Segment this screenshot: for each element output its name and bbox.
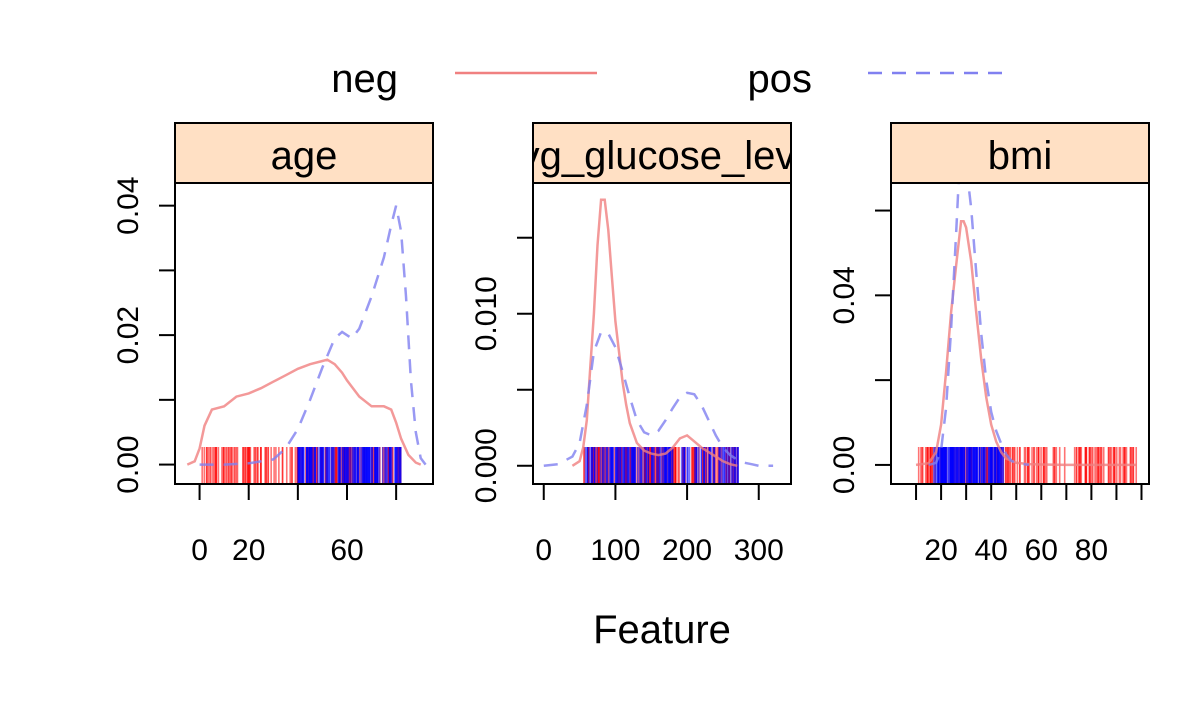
x-axis-bmi: 20 40 60 80: [915, 484, 1143, 567]
x-axis-label: Feature: [593, 608, 731, 652]
panel-frame: [174, 182, 434, 485]
panel-frame: [532, 182, 792, 485]
y-axis-bmi: 0.00 0.04: [828, 209, 891, 494]
panel-age: age 0 20 60 0.00 0.02 0.04: [112, 122, 434, 567]
x-axis-avg-glucose-level: 0 100 200 300: [535, 484, 784, 567]
density-line-pos: [199, 205, 427, 466]
x-tick-label: 20: [924, 534, 957, 567]
x-tick-label: 60: [330, 534, 363, 567]
strip-label-age: age: [271, 134, 338, 178]
density-line-pos: [543, 330, 774, 468]
x-tick-label: 80: [1075, 534, 1108, 567]
legend: neg pos: [331, 57, 1010, 101]
x-tick-label: 20: [232, 534, 265, 567]
legend-label-neg: neg: [331, 57, 398, 101]
plot-area-bmi: [915, 183, 1138, 484]
x-tick-label: 0: [191, 534, 208, 567]
y-tick-label: 0.04: [828, 266, 861, 324]
y-tick-label: 0.00: [828, 436, 861, 494]
x-tick-label: 0: [535, 534, 552, 567]
chart-panels: age 0 20 60 0.00 0.02 0.04 avg_glucose_level 0 10…: [112, 122, 1150, 567]
strip-avg-glucose-level: [532, 122, 792, 184]
y-axis-avg-glucose-level: 0.000 0.010: [470, 236, 533, 503]
rug-pos: [933, 447, 1005, 484]
y-tick-label: 0.02: [112, 306, 145, 364]
density-line-pos: [928, 183, 1029, 467]
panel-bmi: bmi 20 40 60 80 0.00 0.04: [828, 122, 1150, 567]
plot-area-age: [186, 205, 427, 484]
density-line-neg: [915, 219, 1137, 467]
legend-label-pos: pos: [748, 57, 813, 101]
x-tick-label: 60: [1025, 534, 1058, 567]
y-tick-label: 0.000: [470, 428, 503, 503]
y-axis-age: 0.00 0.02 0.04: [112, 176, 175, 494]
x-tick-label: 40: [975, 534, 1008, 567]
density-line-neg: [571, 198, 738, 468]
rug-pos: [297, 447, 402, 484]
density-line-neg: [186, 358, 422, 466]
y-tick-label: 0.04: [112, 176, 145, 234]
strip-label-bmi: bmi: [988, 134, 1052, 178]
y-tick-label: 0.010: [470, 276, 503, 351]
x-tick-label: 300: [734, 534, 784, 567]
panel-frame: [890, 182, 1150, 485]
plot-area-avg-glucose-level: [543, 198, 774, 484]
x-axis-age: 0 20 60: [191, 484, 398, 567]
x-tick-label: 100: [590, 534, 640, 567]
x-tick-label: 200: [662, 534, 712, 567]
y-tick-label: 0.00: [112, 435, 145, 493]
strip-label-avg-glucose-level: avg_glucose_level: [497, 134, 826, 178]
panel-avg-glucose-level: avg_glucose_level 0 100 200 300 0.000 0.010: [470, 122, 826, 567]
